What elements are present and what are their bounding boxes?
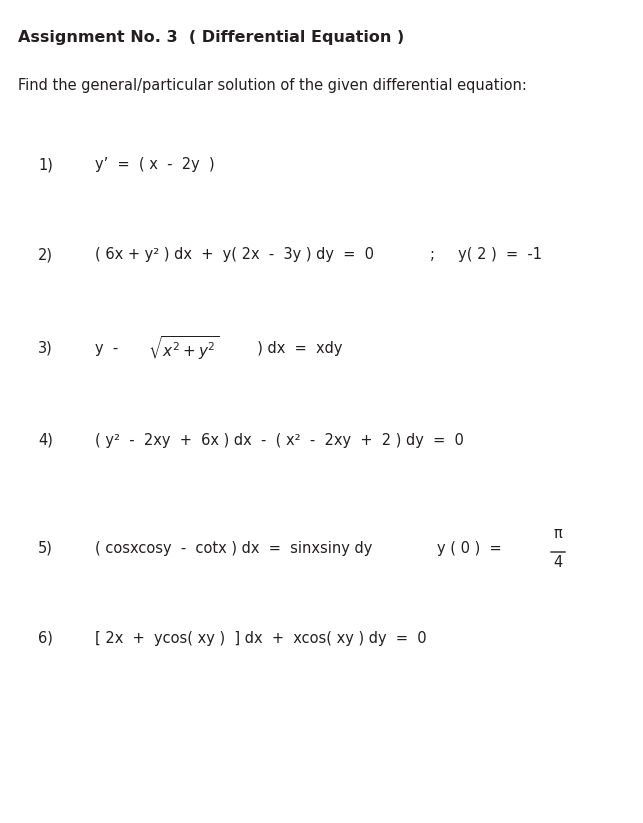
Text: 3): 3) (38, 341, 53, 356)
Text: 1): 1) (38, 157, 53, 173)
Text: $\sqrt{x^2 + y^2}$: $\sqrt{x^2 + y^2}$ (148, 334, 219, 361)
Text: ( cosxcosy  -  cotx ) dx  =  sinxsiny dy: ( cosxcosy - cotx ) dx = sinxsiny dy (95, 541, 372, 556)
Text: Assignment No. 3  ( Differential Equation ): Assignment No. 3 ( Differential Equation… (18, 30, 404, 45)
Text: π: π (554, 527, 563, 542)
Text: ;     y( 2 )  =  -1: ; y( 2 ) = -1 (430, 248, 542, 263)
Text: Find the general/particular solution of the given differential equation:: Find the general/particular solution of … (18, 78, 527, 93)
Text: y  -: y - (95, 341, 127, 356)
Text: 5): 5) (38, 541, 53, 556)
Text: 4): 4) (38, 433, 53, 448)
Text: 4: 4 (554, 555, 563, 570)
Text: y ( 0 )  =: y ( 0 ) = (437, 541, 511, 556)
Text: 6): 6) (38, 630, 53, 645)
Text: ( y²  -  2xy  +  6x ) dx  -  ( x²  -  2xy  +  2 ) dy  =  0: ( y² - 2xy + 6x ) dx - ( x² - 2xy + 2 ) … (95, 433, 464, 448)
Text: y’  =  ( x  -  2y  ): y’ = ( x - 2y ) (95, 157, 215, 173)
Text: 2): 2) (38, 248, 53, 263)
Text: ) dx  =  xdy: ) dx = xdy (248, 341, 343, 356)
Text: [ 2x  +  ycos( xy )  ] dx  +  xcos( xy ) dy  =  0: [ 2x + ycos( xy ) ] dx + xcos( xy ) dy =… (95, 630, 426, 645)
Text: ( 6x + y² ) dx  +  y( 2x  -  3y ) dy  =  0: ( 6x + y² ) dx + y( 2x - 3y ) dy = 0 (95, 248, 374, 263)
